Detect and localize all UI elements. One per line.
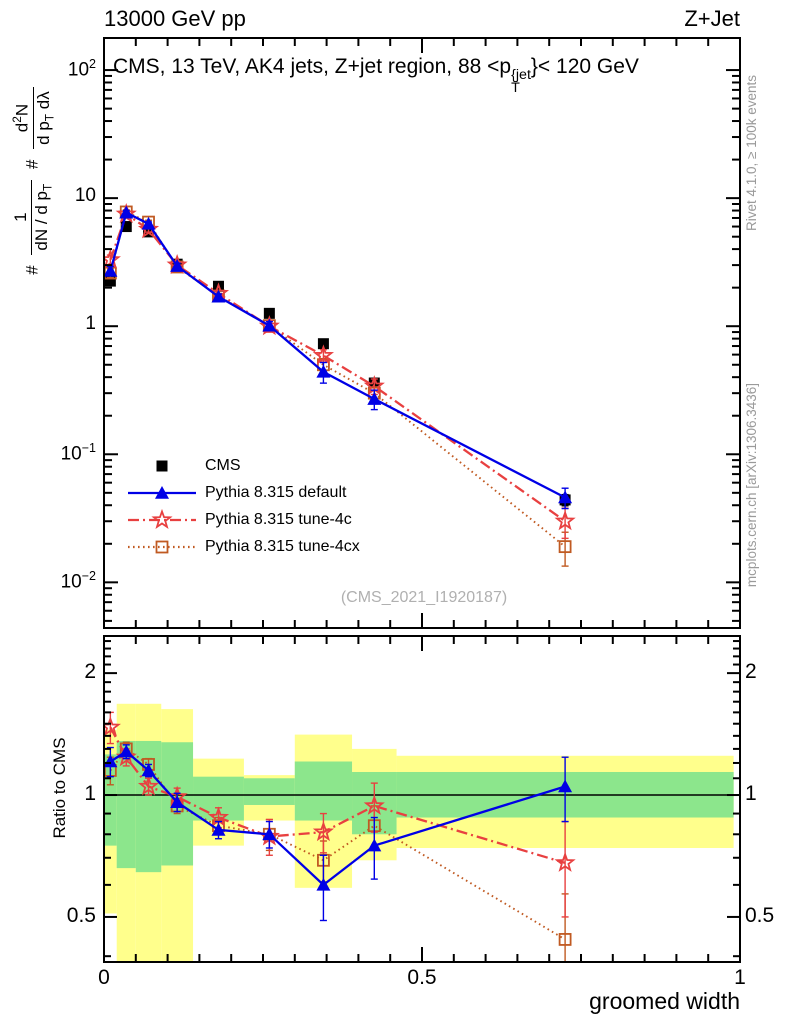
x-axis-tick-label: 0 bbox=[98, 966, 110, 989]
legend-label-pythia-4c: Pythia 8.315 tune-4c bbox=[205, 511, 352, 528]
cms-marker bbox=[156, 460, 168, 472]
y-axis-tick-label: 10 bbox=[74, 185, 96, 207]
title-sup-sub: {jet T bbox=[511, 67, 531, 96]
triangle-marker bbox=[155, 486, 169, 499]
triangle-marker bbox=[119, 205, 134, 219]
main-panel-series bbox=[104, 203, 576, 567]
triangle-marker bbox=[367, 838, 382, 852]
cms-marker bbox=[317, 338, 329, 350]
header-process: Z+Jet bbox=[684, 6, 740, 31]
mcplots-note: mcplots.cern.ch [arXiv:1306.3436] bbox=[744, 382, 759, 588]
star-marker bbox=[554, 851, 576, 872]
cms-marker bbox=[120, 221, 132, 233]
series-main-1 bbox=[104, 205, 573, 510]
triangle-marker bbox=[141, 763, 156, 777]
analysis-id-watermark: (CMS_2021_I1920187) bbox=[340, 589, 508, 606]
band-green bbox=[294, 761, 353, 821]
star-marker bbox=[151, 508, 173, 530]
legend-label-cms: CMS bbox=[205, 457, 241, 474]
triangle-marker bbox=[141, 216, 156, 230]
ratio-tick-label-right: 1 bbox=[745, 782, 757, 806]
star-marker bbox=[312, 344, 335, 365]
band-green bbox=[116, 740, 136, 869]
rivet-version-note: Rivet 4.1.0, ≥ 100k events bbox=[744, 75, 759, 231]
open-square-marker bbox=[558, 540, 572, 554]
triangle-marker bbox=[316, 364, 331, 378]
triangle-marker bbox=[558, 490, 573, 504]
triangle-marker bbox=[262, 318, 277, 332]
triangle-marker bbox=[367, 392, 382, 405]
x-axis-label: groomed width bbox=[589, 988, 740, 1014]
axis-ticks bbox=[103, 38, 741, 962]
triangle-marker bbox=[316, 877, 331, 891]
ratio-tick-label-left: 1 bbox=[84, 782, 96, 806]
triangle-marker bbox=[211, 822, 226, 836]
y-axis-tick-label: 1 bbox=[85, 313, 96, 335]
open-square-marker bbox=[558, 933, 572, 946]
triangle-marker bbox=[104, 754, 118, 768]
triangle-marker bbox=[170, 795, 185, 809]
band-green bbox=[243, 778, 295, 805]
triangle-marker bbox=[558, 779, 573, 793]
y-axis-tick-label: 10−2 bbox=[60, 569, 96, 593]
plot-title: CMS, 13 TeV, AK4 jets, Z+jet region, 88 … bbox=[113, 55, 639, 96]
ratio-tick-label-right: 2 bbox=[745, 660, 757, 684]
y-axis-tick-label: 102 bbox=[67, 57, 96, 81]
triangle-marker bbox=[170, 259, 185, 272]
main-panel-frame bbox=[103, 37, 741, 629]
triangle-marker bbox=[104, 263, 118, 277]
x-axis-tick-label: 1 bbox=[734, 966, 746, 989]
ratio-tick-label-right: 0.5 bbox=[745, 903, 775, 927]
star-marker bbox=[312, 820, 335, 842]
star-marker bbox=[554, 510, 576, 531]
star-marker bbox=[137, 218, 160, 239]
legend-markers bbox=[128, 460, 196, 554]
series-ratio-1 bbox=[104, 744, 573, 922]
y-axis-tick-label: 10−1 bbox=[60, 441, 96, 465]
x-axis-tick-label: 0.5 bbox=[407, 966, 437, 989]
triangle-marker bbox=[262, 827, 277, 841]
header-beam-energy: 13000 GeV pp bbox=[104, 6, 246, 31]
open-square-marker bbox=[155, 540, 169, 554]
triangle-marker bbox=[119, 744, 134, 758]
legend-label-pythia-default: Pythia 8.315 default bbox=[205, 484, 347, 501]
cms-marker bbox=[263, 307, 275, 319]
fraction-d2n: d2N d pT dλ bbox=[10, 87, 56, 149]
star-marker bbox=[137, 775, 160, 796]
series-line bbox=[109, 211, 566, 499]
star-marker bbox=[363, 794, 385, 815]
ratio-panel-series bbox=[104, 711, 576, 962]
legend-label-pythia-4cx: Pythia 8.315 tune-4cx bbox=[205, 538, 360, 555]
triangle-marker bbox=[211, 289, 226, 303]
cms-marker bbox=[104, 275, 116, 287]
ratio-tick-label-left: 2 bbox=[84, 660, 96, 684]
ratio-tick-label-left: 0.5 bbox=[66, 903, 96, 927]
